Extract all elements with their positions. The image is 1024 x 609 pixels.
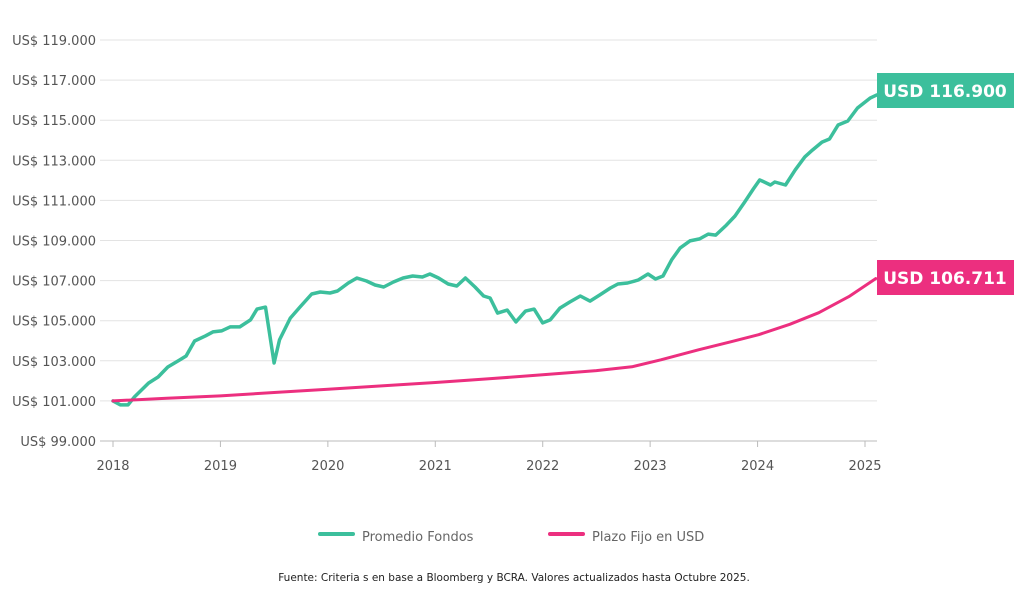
series-lines xyxy=(113,95,877,405)
y-tick-label: US$ 105.000 xyxy=(12,315,96,330)
x-tick-label: 2025 xyxy=(848,459,881,474)
x-axis: 2018 2019 2020 2021 2022 2023 2024 2025 xyxy=(96,441,881,474)
y-tick-label: US$ 107.000 xyxy=(12,275,96,290)
legend-label-promedio-fondos: Promedio Fondos xyxy=(362,530,474,545)
end-labels: USD 116.900 USD 106.711 xyxy=(877,73,1014,295)
legend-item-promedio-fondos[interactable]: Promedio Fondos xyxy=(320,530,474,545)
y-tick-label: US$ 103.000 xyxy=(12,355,96,370)
x-tick-label: 2024 xyxy=(741,459,774,474)
y-tick-label: US$ 111.000 xyxy=(12,194,96,209)
y-tick-label: US$ 113.000 xyxy=(12,154,96,169)
x-tick-label: 2023 xyxy=(634,459,667,474)
legend-item-plazo-fijo[interactable]: Plazo Fijo en USD xyxy=(550,530,704,545)
y-tick-label: US$ 119.000 xyxy=(12,34,96,49)
x-tick-label: 2021 xyxy=(419,459,452,474)
y-tick-label: US$ 117.000 xyxy=(12,74,96,89)
y-axis: US$ 119.000 US$ 117.000 US$ 115.000 US$ 113… xyxy=(12,34,96,450)
gridlines xyxy=(100,40,877,441)
legend-label-plazo-fijo: Plazo Fijo en USD xyxy=(592,530,704,545)
end-value-label: USD 116.900 xyxy=(883,82,1007,102)
y-tick-label: US$ 109.000 xyxy=(12,235,96,250)
legend: Promedio Fondos Plazo Fijo en USD xyxy=(320,530,704,545)
y-tick-label: US$ 101.000 xyxy=(12,395,96,410)
source-footnote: Fuente: Criteria s en base a Bloomberg y… xyxy=(278,572,750,584)
y-tick-label: US$ 99.000 xyxy=(20,435,96,450)
x-tick-label: 2018 xyxy=(96,459,129,474)
end-value-label: USD 106.711 xyxy=(883,269,1007,289)
x-tick-label: 2019 xyxy=(204,459,237,474)
x-tick-label: 2020 xyxy=(311,459,344,474)
y-tick-label: US$ 115.000 xyxy=(12,114,96,129)
series-line-plazo-fijo xyxy=(113,279,876,401)
x-tick-label: 2022 xyxy=(526,459,559,474)
series-line-promedio-fondos xyxy=(113,95,877,405)
